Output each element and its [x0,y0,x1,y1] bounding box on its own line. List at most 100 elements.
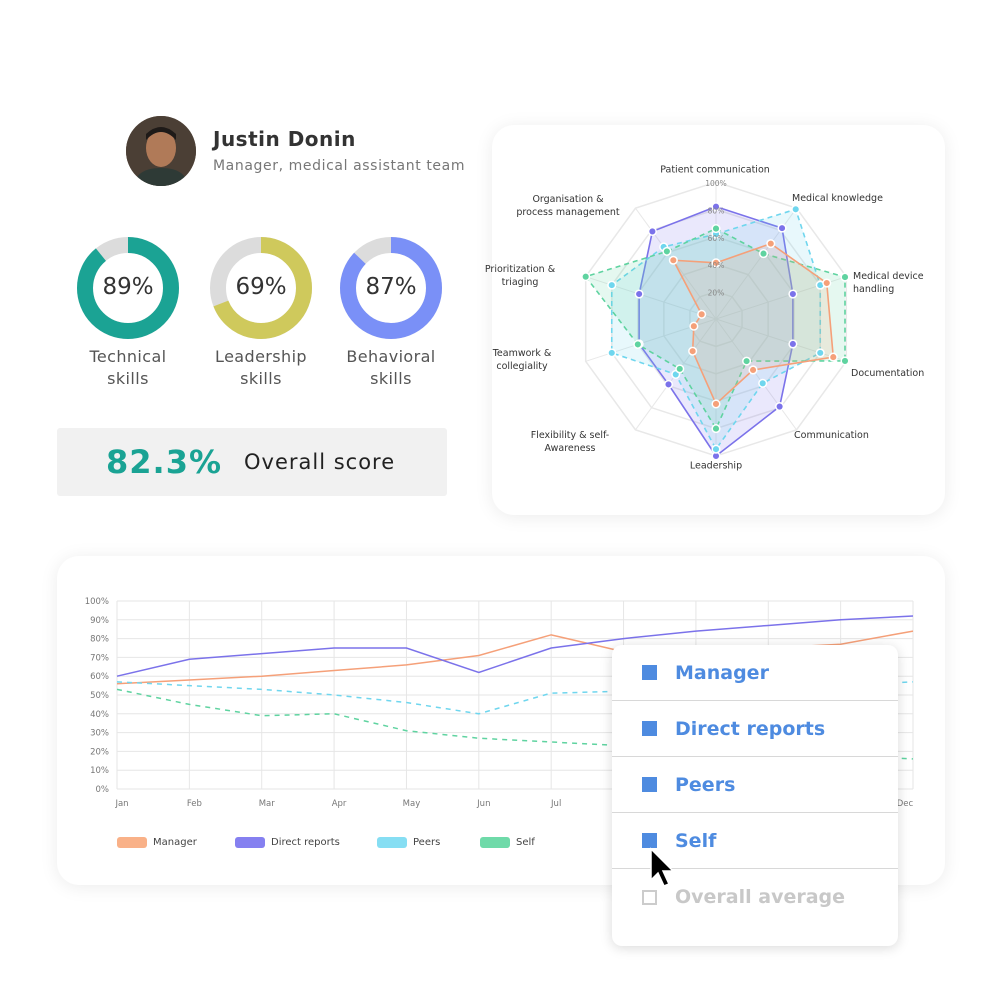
radar-tick-label: 100% [705,179,726,188]
line-chart: 0% 10% 20% 30% 40% 50% 60% 70% 80% 90% 100% Jan Feb M… [85,597,914,809]
radar-point-manager [766,239,776,249]
legend-swatch [235,837,265,848]
y-tick-label: 0% [96,785,110,795]
radar-series-peers [610,208,822,451]
radar-point-peers [607,348,617,358]
radar-point-self [662,246,672,256]
y-tick-label: 100% [85,597,109,607]
x-tick-label: Jun [476,799,490,809]
skill-value: 69% [235,274,287,300]
radar-axis-label: Patient communication [660,164,770,176]
y-tick-label: 70% [90,653,109,663]
donut-fill [210,237,312,339]
x-tick-label: Mar [259,799,276,809]
radar-axis-label: Organisation & process management [516,194,620,218]
avatar [126,116,196,186]
radar-axis-label: Teamwork & collegiality [492,348,552,372]
x-tick-label: Dec [897,799,914,809]
radar-axis-label: Communication [794,430,869,441]
radar-point-manager [668,255,678,265]
x-tick-label: Jan [114,799,128,809]
x-tick-label: Feb [187,799,202,809]
radar-point-manager [748,365,758,375]
radar-point-manager [688,346,698,356]
checkbox[interactable] [642,721,657,736]
filter-option-direct-reports[interactable]: Direct reports [612,701,898,757]
radar-point-peers [815,348,825,358]
y-tick-label: 60% [90,672,109,682]
legend-self[interactable]: Self [480,837,535,848]
radar-point-direct [788,289,798,299]
legend-swatch [117,837,147,848]
filter-option-manager[interactable]: Manager [612,645,898,701]
skill-label-line: Leadership [215,347,307,366]
line-series-peers [116,681,914,715]
legend-swatch [480,837,510,848]
radar-axis-label: Documentation [851,368,925,379]
radar-point-self [581,272,591,282]
skill-donut [340,237,442,339]
overall-score-label: Overall score [244,450,396,474]
checkbox[interactable] [642,777,657,792]
radar-spoke [715,318,847,362]
donut-fill [340,237,442,339]
filter-option-self[interactable]: Self [612,813,898,869]
filter-option-label: Overall average [675,886,846,908]
filter-option-peers[interactable]: Peers [612,757,898,813]
checkbox[interactable] [642,889,657,905]
radar-tick-label: 60% [708,234,725,243]
radar-point-self [840,356,850,366]
legend-peers[interactable]: Peers [377,837,480,848]
overall-score-box [57,428,447,496]
radar-point-direct [647,226,657,236]
radar-axis-label: Flexibility & self-Awareness [530,430,610,454]
legend-label: Direct reports [271,837,340,848]
series-filter-menu: Manager Direct reports Peers Self Overall av… [612,645,898,946]
radar-point-self [742,356,752,366]
radar-spoke [585,276,717,320]
filter-option-label: Peers [675,773,736,796]
legend-label: Self [516,837,535,848]
legend-label: Peers [413,837,441,848]
radar-point-manager [711,399,721,409]
radar-point-self [711,424,721,434]
radar-point-manager [822,278,832,288]
radar-axis-label: Medical device handling [853,271,924,295]
legend-direct-reports[interactable]: Direct reports [235,837,377,848]
y-tick-label: 40% [90,710,109,720]
filter-option-overall-average[interactable]: Overall average [612,869,898,925]
skill-donut [77,237,179,339]
y-tick-label: 30% [90,729,109,739]
skill-label: Technical skills [53,346,203,390]
radar-point-peers [791,204,801,214]
mouse-cursor-icon [650,847,675,887]
radar-point-peers [758,378,768,388]
radar-point-manager [828,352,838,362]
skill-donut [210,237,312,339]
radar-tick-label: 80% [708,206,725,215]
x-tick-label: May [403,799,421,809]
skill-label-line: Technical [89,347,167,366]
radar-point-self [758,249,769,259]
radar-point-direct [711,202,721,212]
line-series-direct-reports [116,615,914,677]
x-tick-label: Apr [332,799,347,809]
donut-fill [77,237,179,339]
checkbox[interactable] [642,665,657,680]
y-tick-label: 50% [90,691,109,701]
radar-spoke [715,318,797,431]
skill-value: 87% [365,274,417,300]
radar-point-direct [775,402,785,412]
radar-tick-label: 40% [708,261,725,270]
checkbox[interactable] [642,833,657,848]
y-tick-label: 90% [90,616,109,626]
skill-label: Behavioral skills [316,346,466,390]
line-legend: Manager Direct reports Peers Self [117,837,535,848]
y-tick-label: 80% [90,635,109,645]
overall-score-value: 82.3% [106,443,223,481]
radar-point-self [675,364,685,374]
legend-manager[interactable]: Manager [117,837,235,848]
radar-series-self [584,227,846,431]
radar-point-manager [689,321,699,331]
profile-role: Manager, medical assistant team [213,158,466,174]
